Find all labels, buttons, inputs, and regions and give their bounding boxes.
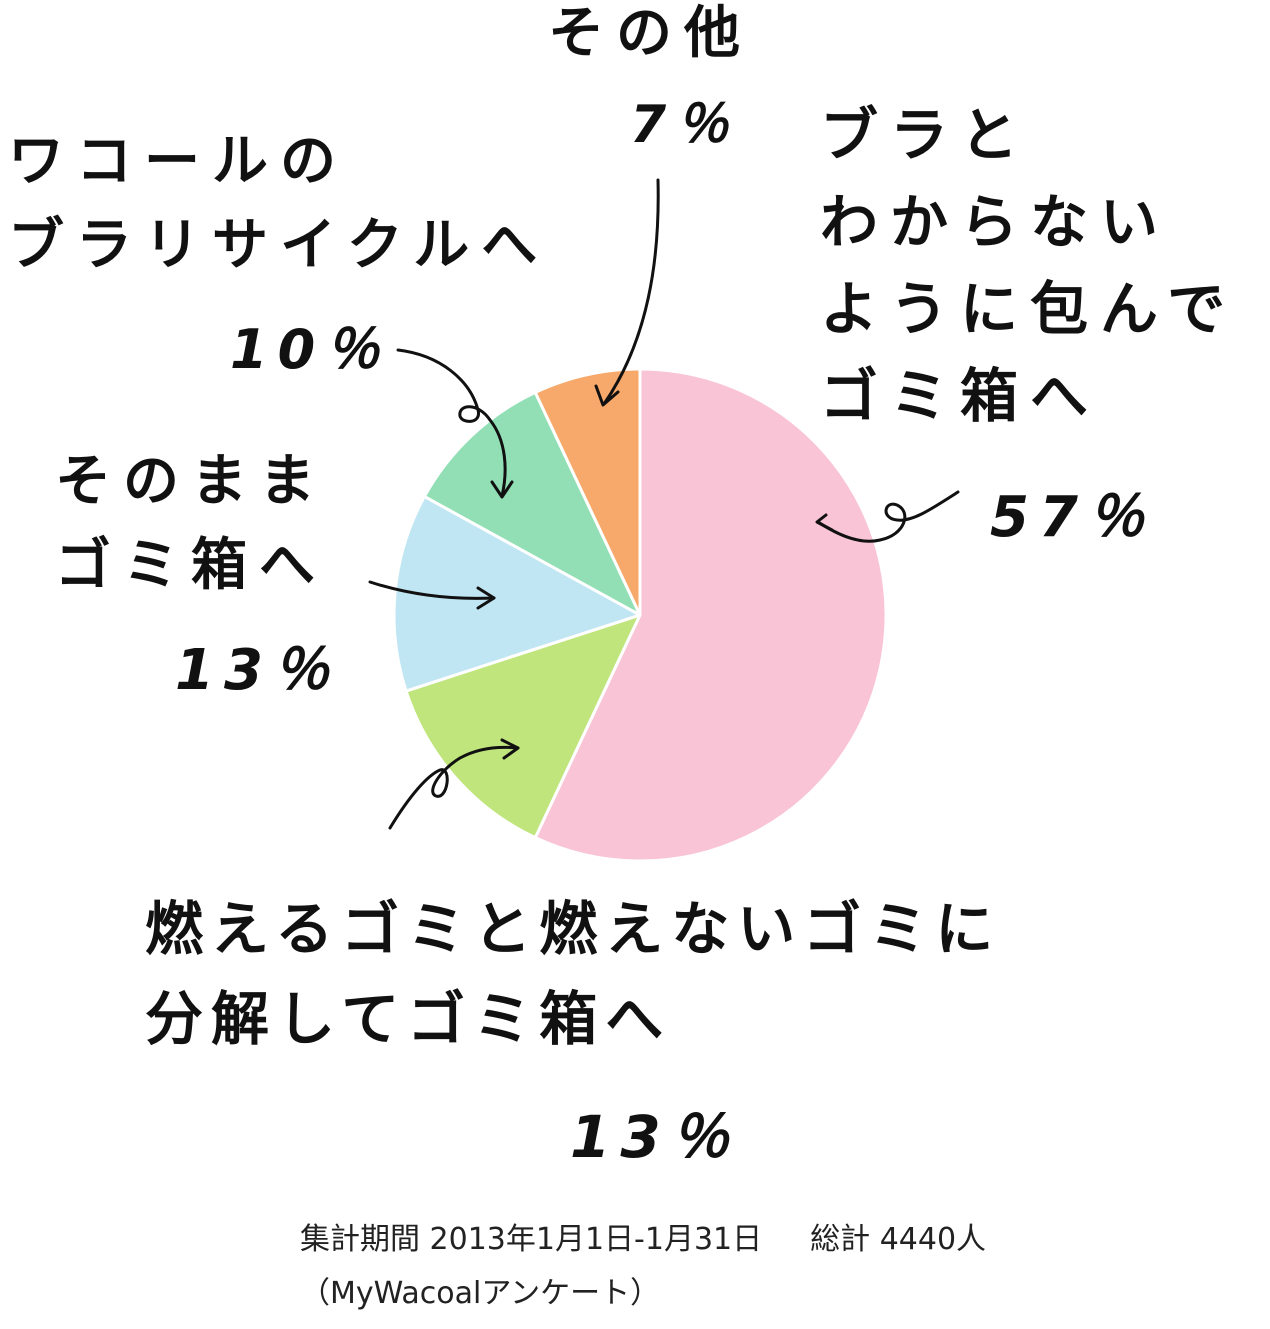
- label-asis: そのまま ゴミ箱へ: [55, 440, 327, 608]
- pct-recycle: 10％: [230, 318, 390, 381]
- label-recycle-line-2: ブラリサイクルへ: [8, 213, 550, 278]
- pct-asis: 13％: [175, 638, 339, 703]
- pie-slice-0: [533, 367, 888, 863]
- leader-arrow-separate: [388, 745, 520, 830]
- leader-arrow-wrap: [816, 490, 960, 543]
- pct-sonota: 7％: [630, 95, 739, 155]
- label-asis-line-2: ゴミ箱へ: [55, 533, 327, 598]
- label-separate-line-1: 燃えるゴミと燃えないゴミに: [145, 895, 1002, 963]
- footnote-period: 集計期間 2013年1月1日-1月31日: [300, 1222, 763, 1257]
- label-recycle-line-1: ワコールの: [8, 129, 348, 194]
- label-sonota: その他: [548, 1, 752, 66]
- label-asis-line-1: そのまま: [55, 449, 327, 514]
- label-separate-line-2: 分解してゴミ箱へ: [145, 984, 672, 1053]
- arrowhead-sonota: [594, 384, 620, 407]
- label-separate: 燃えるゴミと燃えないゴミに 分解してゴミ箱へ: [145, 885, 1001, 1065]
- arrowhead-wrap: [815, 513, 834, 532]
- footnote-source: （MyWacoalアンケート）: [300, 1276, 661, 1311]
- arrowhead-asis: [476, 586, 496, 610]
- pie-slices: [392, 367, 888, 863]
- leader-arrow-asis: [368, 580, 496, 600]
- label-wrap-line-4: ゴミ箱へ: [820, 362, 1101, 430]
- pie-slice-2: [392, 494, 642, 693]
- label-recycle: ワコールの ブラリサイクルへ: [8, 120, 549, 288]
- label-wrap-line-3: ように包んで: [820, 275, 1238, 343]
- pie-slice-3: [422, 390, 642, 617]
- pie-slice-1: [404, 613, 642, 840]
- label-wrap-line-1: ブラと: [820, 101, 1031, 169]
- arrowhead-recycle: [490, 480, 514, 499]
- label-wrap: ブラと わからない ように包んで ゴミ箱へ: [820, 92, 1237, 440]
- label-sonota-line: その他: [548, 1, 752, 66]
- arrowhead-separate: [500, 738, 520, 760]
- leader-arrow-recycle: [396, 348, 507, 498]
- footnote-period-line: 集計期間 2013年1月1日-1月31日 総計 4440人: [300, 1214, 986, 1258]
- pct-separate: 13％: [570, 1103, 739, 1171]
- leader-arrow-sonota: [602, 178, 660, 406]
- pie-slice-4: [533, 367, 642, 617]
- footnote-total: 総計 4440人: [810, 1222, 987, 1257]
- pct-wrap: 57％: [990, 485, 1154, 550]
- label-wrap-line-2: わからない: [820, 188, 1171, 256]
- leader-arrows: [368, 178, 960, 830]
